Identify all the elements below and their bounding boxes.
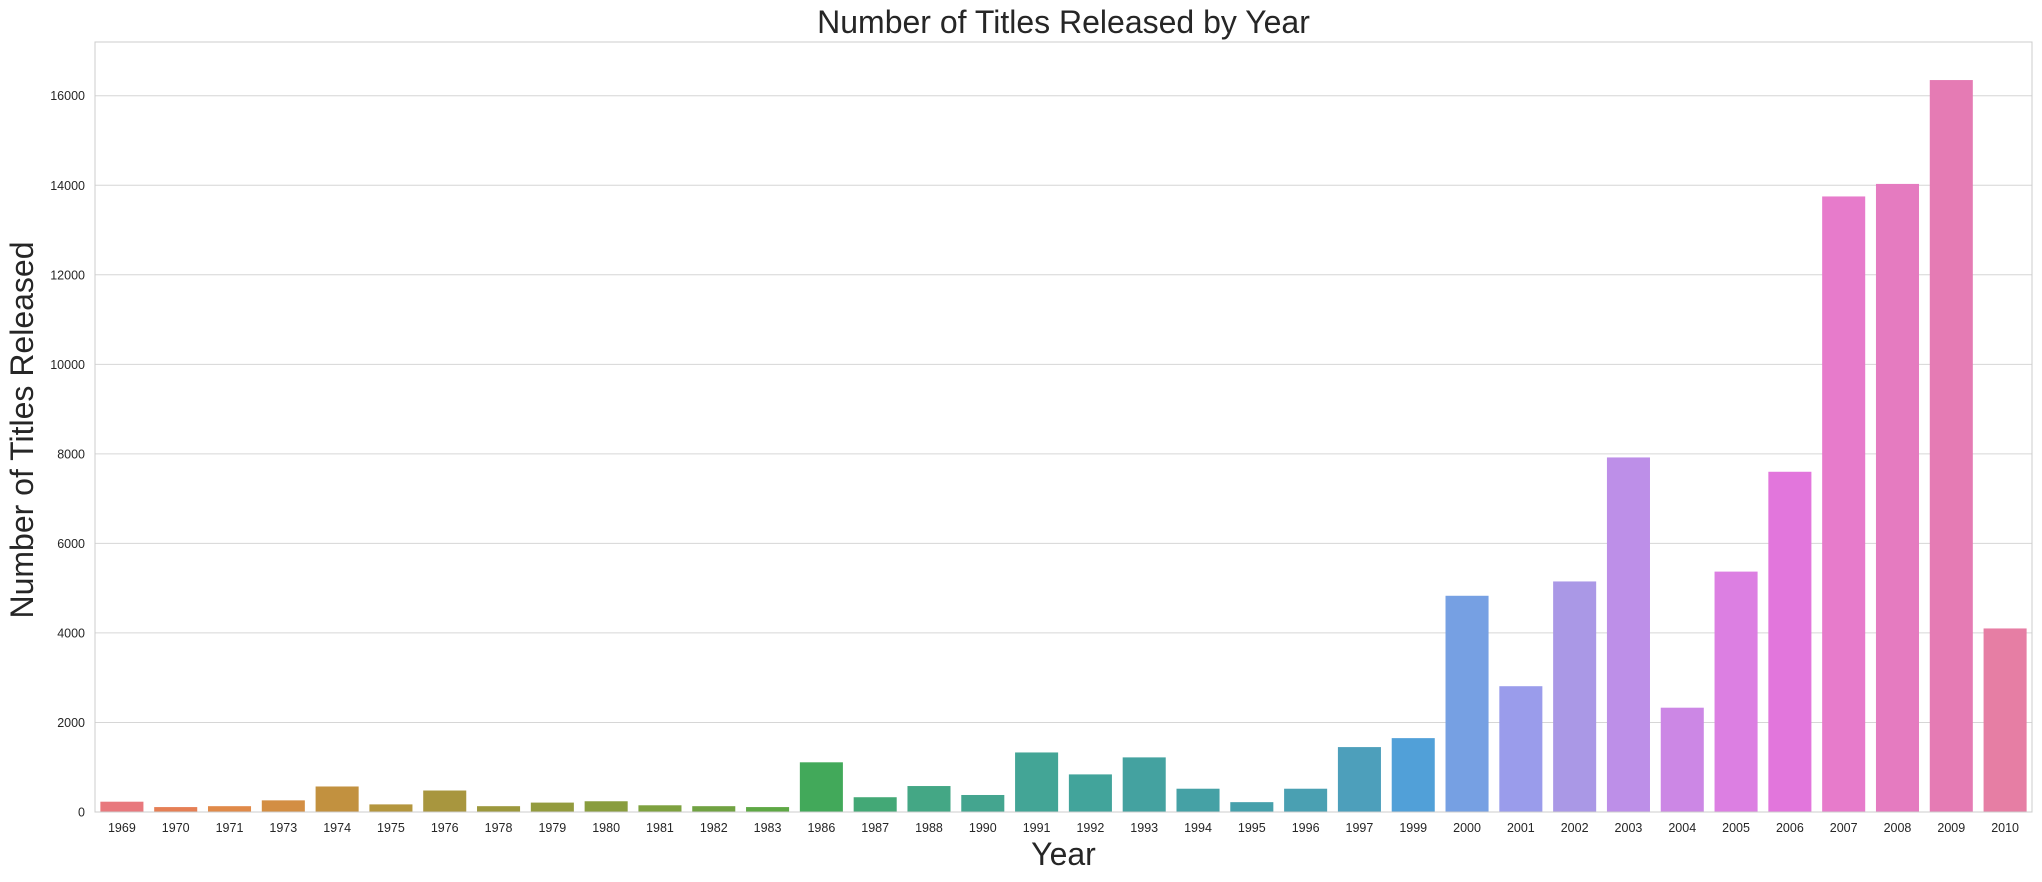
- bar-2007: [1822, 196, 1866, 812]
- x-tick-label: 2006: [1776, 821, 1804, 835]
- x-tick-label: 1993: [1130, 821, 1158, 835]
- y-tick-label: 8000: [57, 447, 85, 461]
- bar-1974: [315, 786, 359, 812]
- bar-1973: [261, 800, 305, 812]
- y-tick-label: 4000: [57, 626, 85, 640]
- x-tick-label: 1994: [1184, 821, 1212, 835]
- x-tick-label: 1973: [269, 821, 297, 835]
- gridlines: [95, 95, 2032, 723]
- chart-title: Number of Titles Released by Year: [817, 4, 1310, 40]
- bar-1991: [1015, 752, 1059, 812]
- bar-1979: [530, 802, 574, 812]
- bar-1986: [799, 762, 843, 812]
- bar-2003: [1606, 457, 1650, 812]
- x-tick-label: 1983: [754, 821, 782, 835]
- y-tick-label: 6000: [57, 537, 85, 551]
- bar-1999: [1391, 738, 1435, 812]
- x-tick-label: 1987: [861, 821, 889, 835]
- x-tick-label: 2002: [1561, 821, 1589, 835]
- bar-1997: [1337, 747, 1381, 812]
- x-tick-label: 1969: [108, 821, 136, 835]
- bar-1971: [207, 806, 252, 812]
- bar-2005: [1714, 571, 1758, 812]
- bar-2001: [1499, 686, 1543, 812]
- bar-1976: [423, 790, 467, 812]
- x-tick-label: 1988: [915, 821, 943, 835]
- bar-2010: [1983, 628, 2027, 812]
- x-tick-label: 1979: [538, 821, 566, 835]
- x-tick-label: 1982: [700, 821, 728, 835]
- x-tick-label: 1978: [485, 821, 513, 835]
- x-tick-label: 1999: [1399, 821, 1427, 835]
- x-tick-label: 2004: [1668, 821, 1696, 835]
- x-tick-label: 1970: [162, 821, 190, 835]
- y-tick-label: 2000: [57, 716, 85, 730]
- bar-2006: [1768, 471, 1812, 812]
- x-tick-label: 2005: [1722, 821, 1750, 835]
- x-tick-labels: 1969 1970 1971 1973 1974 1975 1976 1978 1979 1980…: [108, 821, 2019, 835]
- x-tick-label: 2008: [1884, 821, 1912, 835]
- bar-1994: [1176, 788, 1220, 812]
- x-tick-label: 2007: [1830, 821, 1858, 835]
- x-tick-label: 1974: [323, 821, 351, 835]
- y-axis-label: Number of Titles Released: [4, 241, 40, 618]
- x-tick-label: 2001: [1507, 821, 1535, 835]
- bar-2002: [1553, 581, 1597, 812]
- x-tick-label: 1991: [1023, 821, 1051, 835]
- bar-1996: [1284, 788, 1328, 812]
- x-axis-label: Year: [1031, 836, 1096, 872]
- bar-1975: [369, 804, 413, 812]
- bar-1981: [638, 805, 682, 812]
- bar-1969: [100, 801, 144, 812]
- bar-2009: [1929, 80, 1973, 813]
- x-tick-label: 1976: [431, 821, 459, 835]
- x-tick-label: 1990: [969, 821, 997, 835]
- plot-frame: [94, 41, 2033, 813]
- bar-1992: [1068, 774, 1112, 812]
- x-tick-label: 1986: [807, 821, 835, 835]
- bar-1980: [584, 801, 628, 812]
- x-tick-label: 1995: [1238, 821, 1266, 835]
- y-tick-label: 10000: [50, 358, 85, 372]
- x-tick-label: 1980: [592, 821, 620, 835]
- bar-1995: [1230, 802, 1274, 812]
- bar-1978: [477, 806, 521, 812]
- y-tick-label: 14000: [50, 179, 85, 193]
- bar-1982: [692, 806, 736, 812]
- x-tick-label: 1997: [1346, 821, 1374, 835]
- bar-2008: [1875, 183, 1920, 813]
- y-tick-labels: 0 2000 4000 6000 8000 10000 12000 14000 16000: [50, 89, 85, 819]
- bar-1983: [746, 807, 790, 812]
- bar-1988: [907, 786, 951, 812]
- x-tick-label: 1971: [216, 821, 244, 835]
- x-tick-label: 2009: [1937, 821, 1965, 835]
- bar-1987: [853, 797, 897, 812]
- x-tick-label: 1975: [377, 821, 405, 835]
- y-tick-label: 0: [78, 806, 85, 820]
- bar-1970: [154, 807, 198, 812]
- y-tick-label: 16000: [50, 89, 85, 103]
- x-tick-label: 1992: [1076, 821, 1104, 835]
- x-tick-label: 2010: [1991, 821, 2019, 835]
- x-tick-label: 1996: [1292, 821, 1320, 835]
- bar-1990: [961, 794, 1005, 812]
- bar-2000: [1445, 595, 1489, 812]
- y-tick-label: 12000: [50, 268, 85, 282]
- x-tick-label: 2003: [1615, 821, 1643, 835]
- x-tick-label: 2000: [1453, 821, 1481, 835]
- bar-2004: [1660, 707, 1704, 812]
- bar-1993: [1122, 757, 1166, 812]
- bars: [100, 80, 2027, 813]
- x-tick-label: 1981: [646, 821, 674, 835]
